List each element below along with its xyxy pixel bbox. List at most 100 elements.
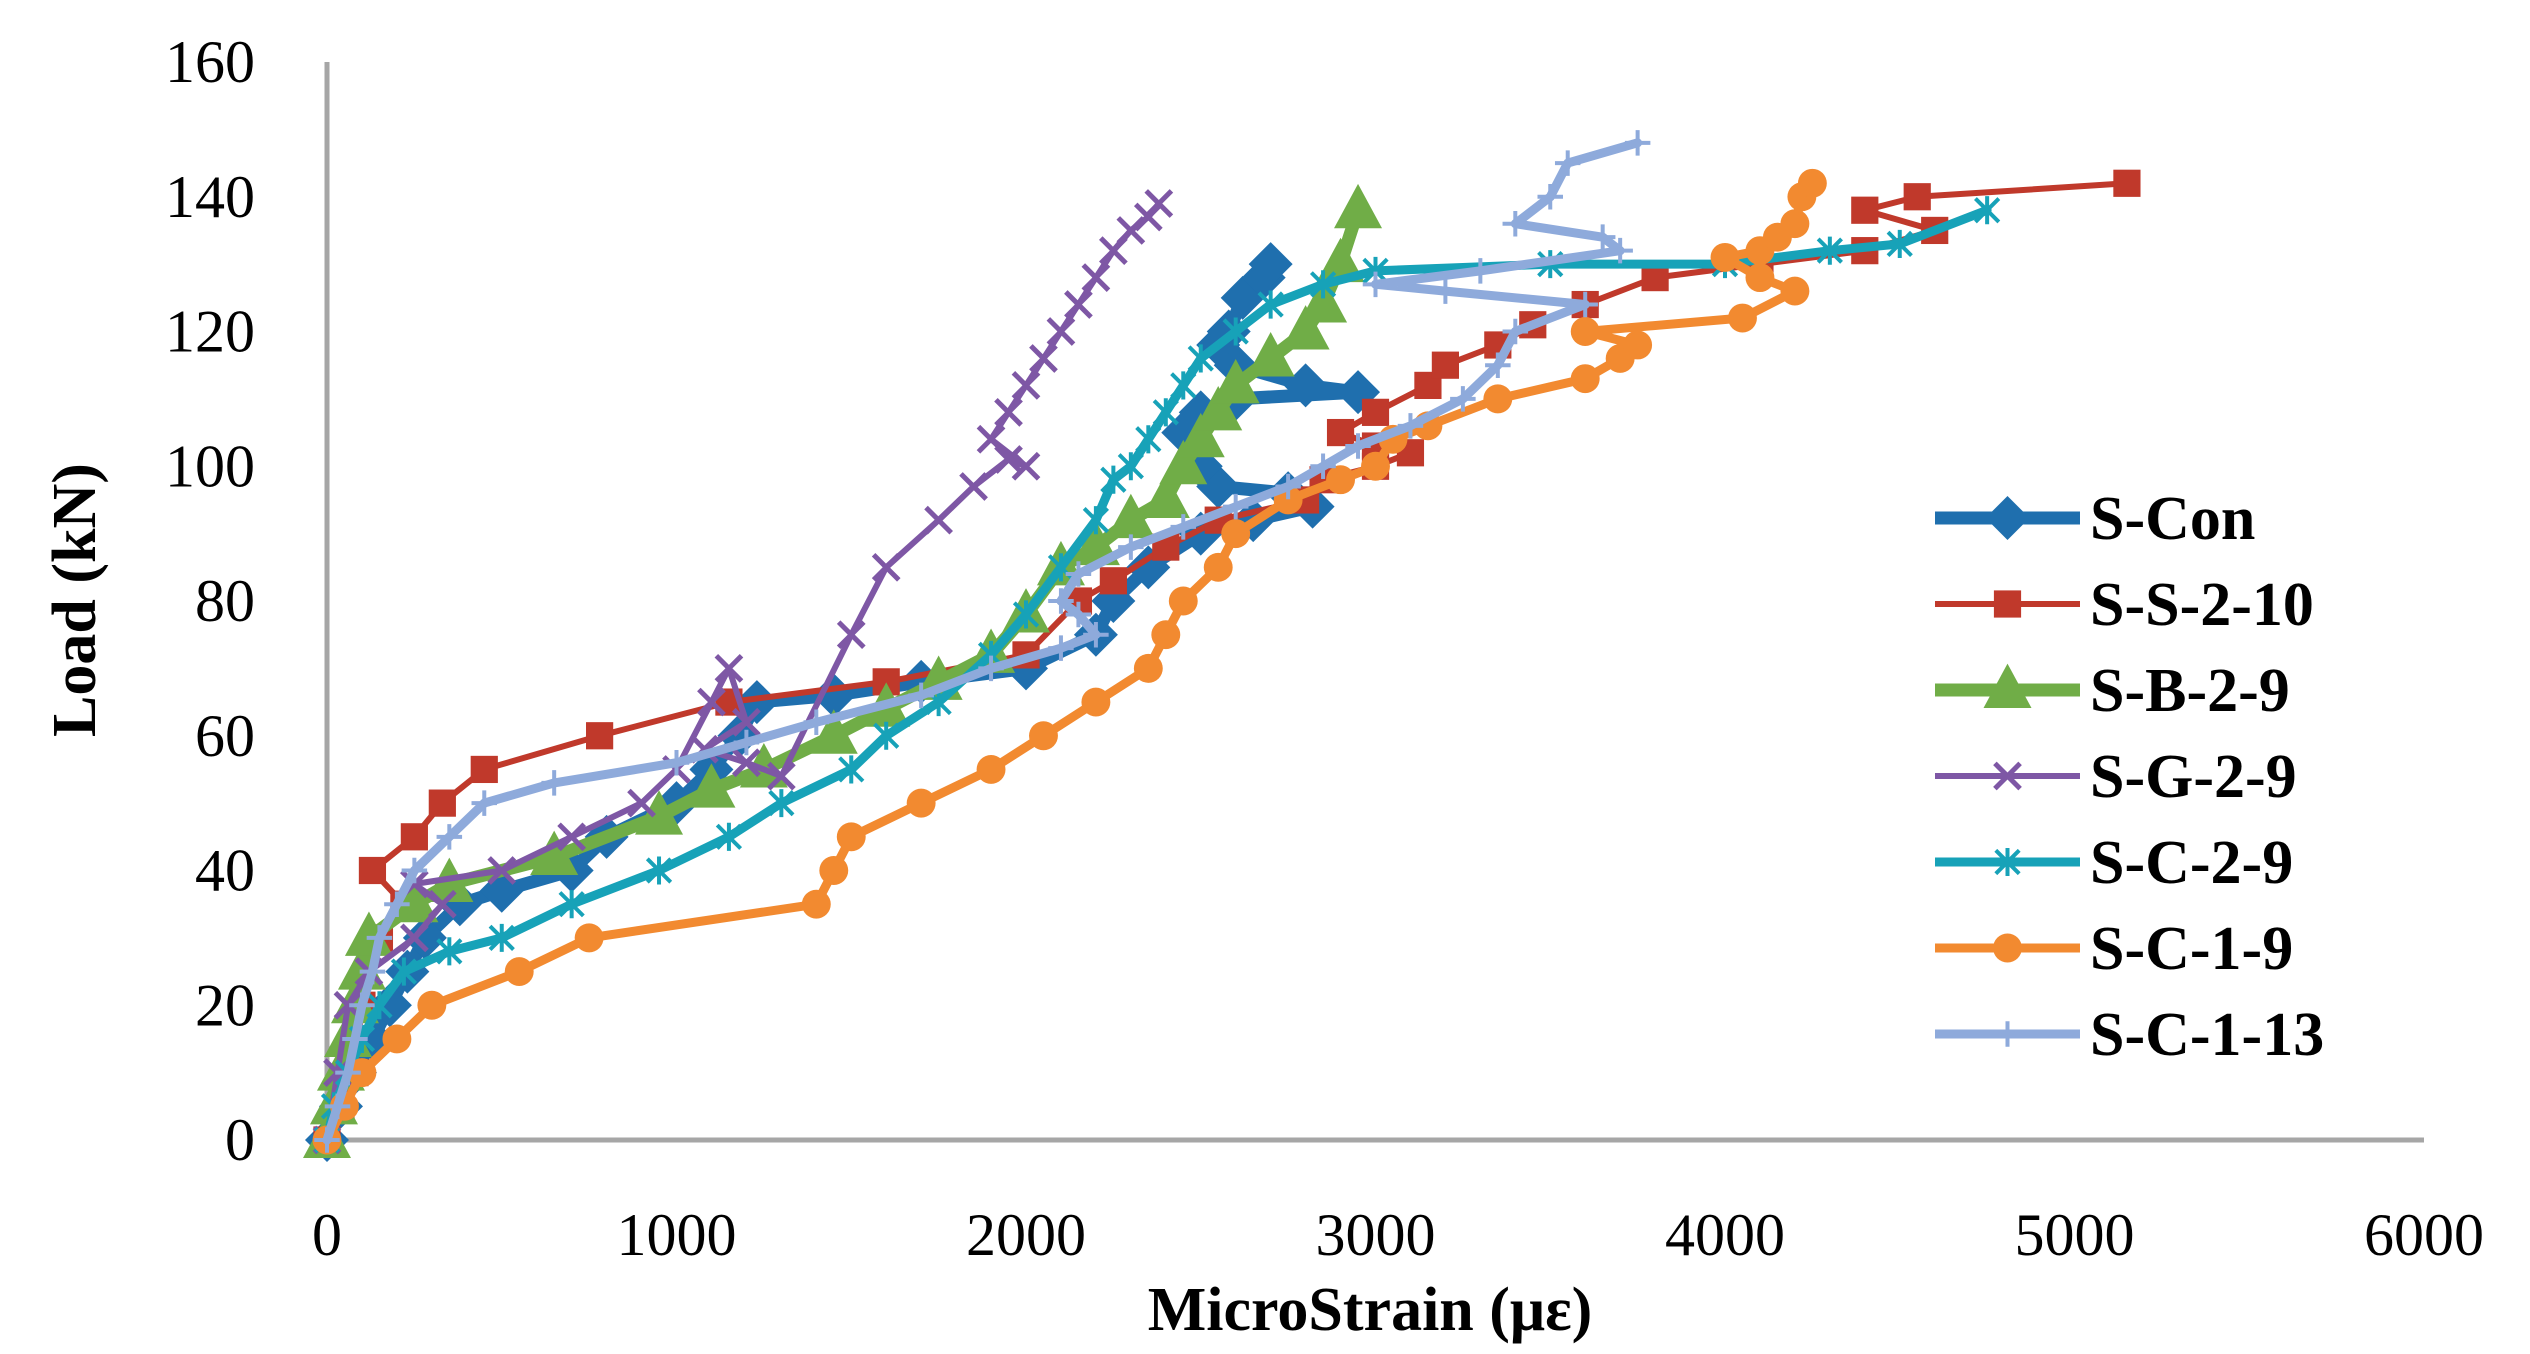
legend-item: S-C-1-9 xyxy=(1935,915,2293,983)
data-point xyxy=(976,754,1006,784)
data-point xyxy=(401,857,428,884)
data-point xyxy=(1099,567,1127,595)
data-point xyxy=(359,958,386,985)
x-axis-title: MicroStrain (με) xyxy=(1148,1276,1592,1344)
data-point xyxy=(1485,352,1511,378)
data-point xyxy=(1589,224,1616,250)
legend-label: S-C-1-9 xyxy=(2090,915,2293,983)
data-point xyxy=(733,729,760,756)
data-point xyxy=(470,755,498,784)
data-point xyxy=(1118,534,1144,560)
legend-label: S-S-2-10 xyxy=(2090,571,2314,639)
x-tick-label: 6000 xyxy=(2364,1202,2484,1268)
data-point xyxy=(530,830,579,876)
data-point xyxy=(1194,385,1243,431)
data-point xyxy=(1065,561,1092,587)
data-point xyxy=(959,472,988,501)
legend-label: S-C-2-9 xyxy=(2090,829,2293,897)
data-point xyxy=(366,925,393,951)
data-point xyxy=(428,789,456,817)
x-tick-label: 5000 xyxy=(2015,1202,2135,1268)
data-point xyxy=(390,877,439,923)
data-point xyxy=(1993,590,2022,618)
data-point xyxy=(1316,237,1365,283)
data-point xyxy=(1159,439,1208,485)
data-point xyxy=(663,749,690,776)
series-line xyxy=(324,200,1162,1143)
y-tick-label: 80 xyxy=(195,568,255,634)
data-point xyxy=(687,763,736,808)
data-point xyxy=(1334,183,1383,229)
data-point xyxy=(1467,258,1494,284)
data-point xyxy=(836,822,866,852)
data-point xyxy=(1710,242,1740,272)
data-point xyxy=(1176,412,1225,458)
data-point xyxy=(978,655,1004,682)
data-point xyxy=(1116,216,1146,245)
x-tick-labels: 0 1000 2000 3000 4000 5000 6000 xyxy=(312,1202,2484,1268)
data-point xyxy=(1450,386,1476,412)
data-point xyxy=(1211,359,1260,404)
legend-item: S-Con xyxy=(1935,485,2255,553)
legend-label: S-G-2-9 xyxy=(2090,743,2297,811)
data-point xyxy=(1345,433,1371,459)
data-point xyxy=(1048,588,1074,614)
data-point xyxy=(732,707,761,737)
legend-label: S-C-1-13 xyxy=(2090,1001,2324,1069)
data-point xyxy=(1816,236,1843,265)
series-S-C-1-9 xyxy=(312,168,1827,1155)
data-point xyxy=(1431,351,1459,379)
data-point xyxy=(400,923,429,953)
y-tick-label: 60 xyxy=(195,703,255,769)
data-point xyxy=(994,397,1023,427)
data-point xyxy=(1117,452,1144,481)
data-point xyxy=(809,709,858,754)
data-point xyxy=(714,654,744,683)
data-point xyxy=(1152,398,1179,427)
y-tick-label: 120 xyxy=(165,299,255,365)
data-point xyxy=(873,721,900,750)
data-point xyxy=(342,1026,368,1052)
data-point xyxy=(1903,183,1931,211)
data-point xyxy=(1326,465,1356,495)
data-point xyxy=(1570,317,1600,346)
data-point xyxy=(384,891,410,917)
data-point xyxy=(1362,271,1389,298)
y-tick-label: 20 xyxy=(195,972,255,1038)
y-tick-label: 40 xyxy=(195,838,255,904)
data-point xyxy=(349,992,375,1018)
data-point xyxy=(1537,184,1563,210)
data-point xyxy=(1310,453,1336,479)
data-point xyxy=(390,957,418,986)
data-point xyxy=(838,755,865,784)
data-point xyxy=(766,761,796,791)
data-point xyxy=(1222,493,1249,520)
data-point xyxy=(1780,209,1810,239)
data-point xyxy=(400,823,428,851)
data-point xyxy=(324,1093,351,1120)
data-point xyxy=(1082,506,1110,535)
data-point xyxy=(557,822,587,852)
data-point xyxy=(436,937,463,966)
data-point xyxy=(1780,276,1810,306)
x-tick-label: 4000 xyxy=(1665,1202,1785,1268)
data-point xyxy=(1797,168,1827,198)
data-point xyxy=(2113,169,2141,197)
y-tick-label: 0 xyxy=(225,1107,255,1173)
data-point xyxy=(436,824,463,850)
data-point xyxy=(1361,398,1390,426)
data-point xyxy=(382,1024,412,1054)
series-S-Con xyxy=(305,242,1381,1162)
data-point xyxy=(1502,210,1529,237)
data-point xyxy=(1281,305,1330,350)
data-point xyxy=(1361,451,1390,481)
data-point xyxy=(358,856,387,885)
data-point xyxy=(574,923,604,953)
y-tick-labels: 0 20 40 60 80 100 120 140 160 xyxy=(165,29,255,1173)
data-point xyxy=(1994,1021,2021,1047)
data-point xyxy=(417,990,447,1020)
data-point xyxy=(1221,519,1251,549)
series-line xyxy=(322,205,1992,1145)
data-point xyxy=(1985,496,2030,540)
data-point xyxy=(1248,242,1293,287)
